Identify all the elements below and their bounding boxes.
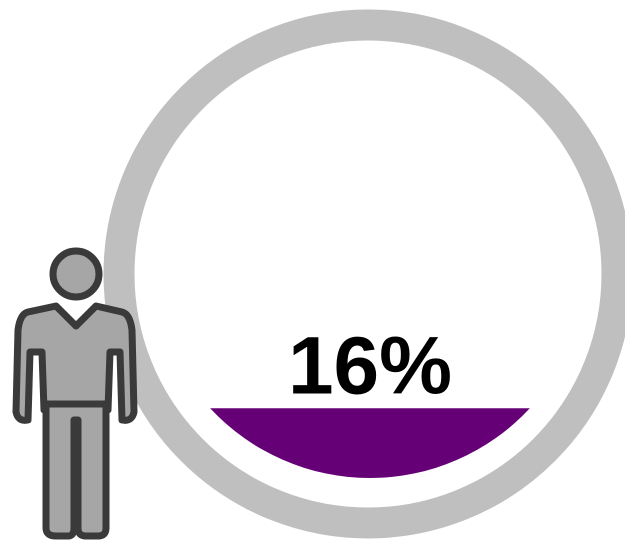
value-label: 16% (288, 321, 452, 412)
person-body (12, 302, 138, 424)
fill-level (210, 408, 530, 478)
person-legs (42, 400, 110, 540)
person-icon (12, 247, 138, 540)
gauge-ring (103, 9, 625, 539)
person-head (49, 247, 103, 301)
